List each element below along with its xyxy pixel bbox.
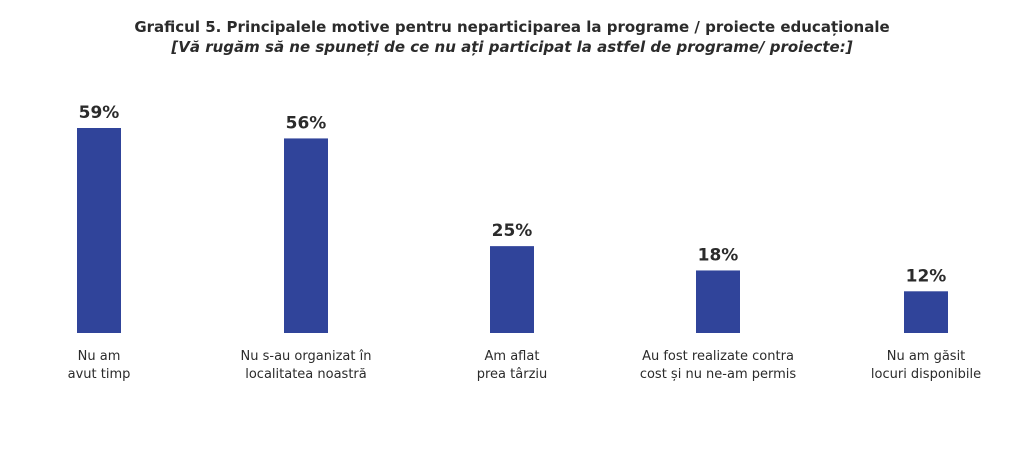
- category-label-4-line-2: cost și nu ne-am permis: [640, 367, 797, 382]
- bar-2: [284, 138, 328, 333]
- category-label-5-line-1: Nu am găsit: [887, 349, 966, 364]
- category-label-3-line-1: Am aflat: [485, 349, 540, 364]
- category-label-2-line-2: localitatea noastră: [245, 367, 367, 382]
- value-label-2: 56%: [286, 113, 327, 133]
- category-label-4-line-1: Au fost realizate contra: [642, 349, 794, 364]
- bar-1: [77, 128, 121, 333]
- bar-5: [904, 291, 948, 333]
- chart-subtitle: [Vă rugăm să ne spuneți de ce nu ați par…: [171, 38, 853, 56]
- bar-3: [490, 246, 534, 333]
- category-label-3-line-2: prea târziu: [477, 367, 548, 382]
- category-label-5-line-2: locuri disponibile: [871, 367, 981, 382]
- bar-4: [696, 270, 740, 333]
- category-label-1-line-1: Nu am: [78, 349, 121, 364]
- value-label-4: 18%: [698, 245, 739, 265]
- category-label-2-line-1: Nu s-au organizat în: [241, 349, 372, 364]
- value-label-5: 12%: [906, 266, 947, 286]
- value-label-3: 25%: [492, 221, 533, 241]
- category-label-1-line-2: avut timp: [68, 367, 131, 382]
- value-label-1: 59%: [79, 103, 120, 123]
- chart-title: Graficul 5. Principalele motive pentru n…: [134, 18, 890, 36]
